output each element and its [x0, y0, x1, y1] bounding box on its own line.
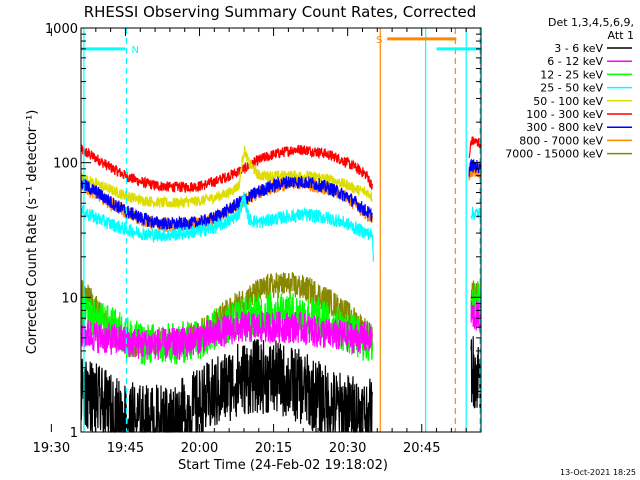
series-100-300-kev-segment-1 [80, 144, 373, 194]
y-tick-label-100: 100 [53, 157, 78, 172]
state-bar-label-n: N [131, 45, 138, 56]
series-25-50-kev-segment-1 [80, 191, 375, 262]
x-tick-label-19-45: 19:45 [107, 441, 144, 456]
series-3-6-kev-segment-1 [80, 339, 373, 433]
legend-label-25-50-kev: 25 - 50 keV [540, 82, 603, 95]
state-bar-label-s: S [376, 35, 382, 46]
legend-header-line-1: Det 1,3,4,5,6,9, [548, 16, 634, 29]
series-3-6-kev [80, 336, 482, 433]
series-25-50-kev [80, 191, 482, 262]
y-tick-label-1000: 1000 [45, 22, 78, 37]
series-layer [80, 136, 482, 433]
legend-label-3-6-kev: 3 - 6 keV [554, 42, 603, 55]
series-6-12-kev-segment-2 [470, 300, 482, 332]
x-tick-label-20-45: 20:45 [403, 441, 440, 456]
series-300-800-kev [80, 158, 482, 231]
series-300-800-kev-segment-1 [80, 175, 373, 231]
legend-label-100-300-kev: 100 - 300 keV [526, 108, 603, 121]
legend-label-6-12-kev: 6 - 12 keV [547, 55, 603, 68]
footer-timestamp: 13-Oct-2021 18:25 [560, 468, 636, 477]
legend-label-7000-15000-kev: 7000 - 15000 keV [505, 148, 603, 161]
legend-label-300-800-kev: 300 - 800 keV [526, 121, 603, 134]
x-tick-label-20-15: 20:15 [255, 441, 292, 456]
x-tick-label-20-30: 20:30 [329, 441, 366, 456]
series-100-300-kev [80, 136, 482, 194]
y-tick-label-10: 10 [61, 291, 78, 306]
y-axis-label: Corrected Count Rate (s⁻¹ detector⁻¹) [25, 110, 40, 355]
series-25-50-kev-segment-2 [470, 206, 482, 220]
series-50-100-kev [80, 146, 482, 209]
axis-layer: 19:30 19:45 20:00 20:15 20:30 20:45 1 10 100 1000 [33, 22, 482, 456]
series-50-100-kev-segment-1 [80, 146, 373, 209]
overlay-layer: NS [81, 28, 481, 432]
x-tick-label-19-30: 19:30 [33, 441, 70, 456]
series-6-12-kev [80, 300, 482, 361]
series-3-6-kev-segment-2 [470, 336, 482, 411]
legend-header-line-2: Att 1 [608, 29, 634, 42]
legend-label-50-100-kev: 50 - 100 keV [533, 95, 603, 108]
plot-frame [80, 27, 482, 433]
series-100-300-kev-segment-2 [468, 136, 482, 159]
x-axis-label: Start Time (24-Feb-02 19:18:02) [178, 458, 388, 473]
legend-label-12-25-kev: 12 - 25 keV [540, 68, 603, 81]
legend-label-800-7000-kev: 800 - 7000 keV [519, 134, 603, 147]
series-6-12-kev-segment-1 [80, 311, 373, 361]
series-300-800-kev-segment-2 [468, 158, 482, 177]
y-tick-label-1: 1 [70, 426, 78, 441]
x-tick-label-20-00: 20:00 [181, 441, 218, 456]
chart-title: RHESSI Observing Summary Count Rates, Co… [84, 3, 477, 21]
